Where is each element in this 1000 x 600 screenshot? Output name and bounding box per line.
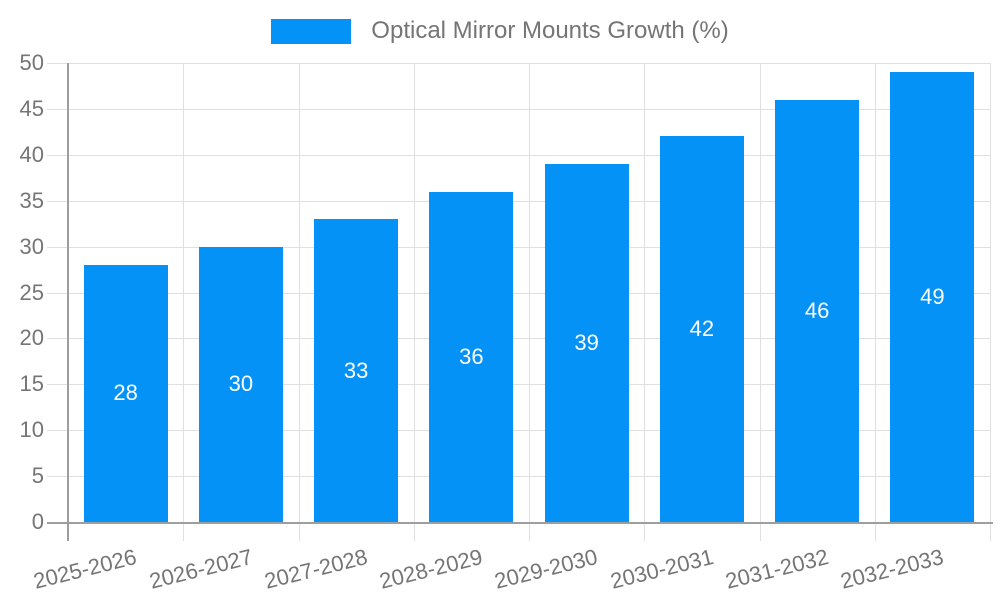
x-axis-tick-label: 2032-2033 (838, 544, 947, 594)
gridline-horizontal (47, 430, 990, 432)
gridline-vertical (183, 63, 185, 541)
gridline-vertical (990, 63, 991, 541)
bar: 28 (83, 264, 168, 522)
bar: 39 (544, 163, 629, 522)
gridline-horizontal (47, 384, 990, 386)
x-axis-tick-label: 2027-2028 (261, 544, 370, 594)
gridline-horizontal (47, 200, 990, 202)
gridline-vertical (529, 63, 530, 541)
y-axis-tick-label: 40 (19, 141, 44, 167)
x-axis-tick-label: 2026-2027 (146, 544, 255, 594)
bar: 49 (890, 72, 975, 522)
y-axis-tick-label: 0 (31, 509, 44, 534)
bar-value-label: 28 (113, 380, 138, 406)
x-axis-tick-label: 2028-2029 (377, 544, 486, 594)
y-axis-tick-label: 45 (19, 95, 44, 121)
bar-value-label: 39 (574, 329, 599, 355)
y-axis-tick-label: 35 (19, 187, 44, 213)
y-axis-tick-label: 10 (19, 417, 44, 443)
x-axis-tick-label: 2030-2031 (607, 544, 716, 594)
gridline-vertical (413, 63, 415, 541)
y-axis-tick-label: 15 (19, 371, 44, 397)
x-axis-line (47, 522, 993, 524)
bar: 36 (429, 191, 514, 522)
legend-color-swatch[interactable] (271, 18, 352, 44)
bar: 30 (198, 246, 283, 522)
chart-legend: Optical Mirror Mounts Growth (%) (0, 18, 1000, 44)
gridline-vertical (759, 63, 761, 541)
bar-value-label: 49 (920, 284, 945, 310)
bar-value-label: 46 (804, 297, 830, 323)
gridline-vertical (298, 63, 300, 541)
y-axis-line (67, 63, 69, 541)
y-axis-tick-label: 5 (31, 463, 44, 489)
x-axis-tick-label: 2031-2032 (722, 544, 831, 594)
gridline-horizontal (47, 338, 990, 340)
bar-value-label: 36 (459, 343, 484, 369)
bar-value-label: 30 (228, 371, 254, 397)
bar-value-label: 42 (689, 316, 715, 342)
bar: 46 (775, 99, 860, 522)
y-axis-tick-label: 25 (19, 279, 44, 305)
gridline-horizontal (47, 476, 990, 478)
legend-series-label[interactable]: Optical Mirror Mounts Growth (%) (371, 17, 729, 44)
x-axis-tick-label: 2029-2030 (492, 544, 601, 594)
gridline-vertical (644, 63, 646, 541)
gridline-horizontal (47, 246, 990, 248)
gridline-horizontal (47, 108, 990, 110)
x-axis-tick-label: 2025-2026 (31, 544, 140, 594)
gridline-horizontal (47, 63, 990, 64)
y-axis-tick-label: 20 (19, 325, 44, 351)
gridline-horizontal (47, 292, 990, 294)
bar-value-label: 33 (343, 357, 369, 383)
y-axis-tick-label: 30 (19, 233, 44, 259)
gridline-horizontal (47, 154, 990, 156)
bar: 33 (314, 219, 399, 522)
y-axis-tick-label: 50 (19, 50, 44, 75)
gridline-vertical (874, 63, 876, 541)
bar: 42 (659, 136, 744, 522)
